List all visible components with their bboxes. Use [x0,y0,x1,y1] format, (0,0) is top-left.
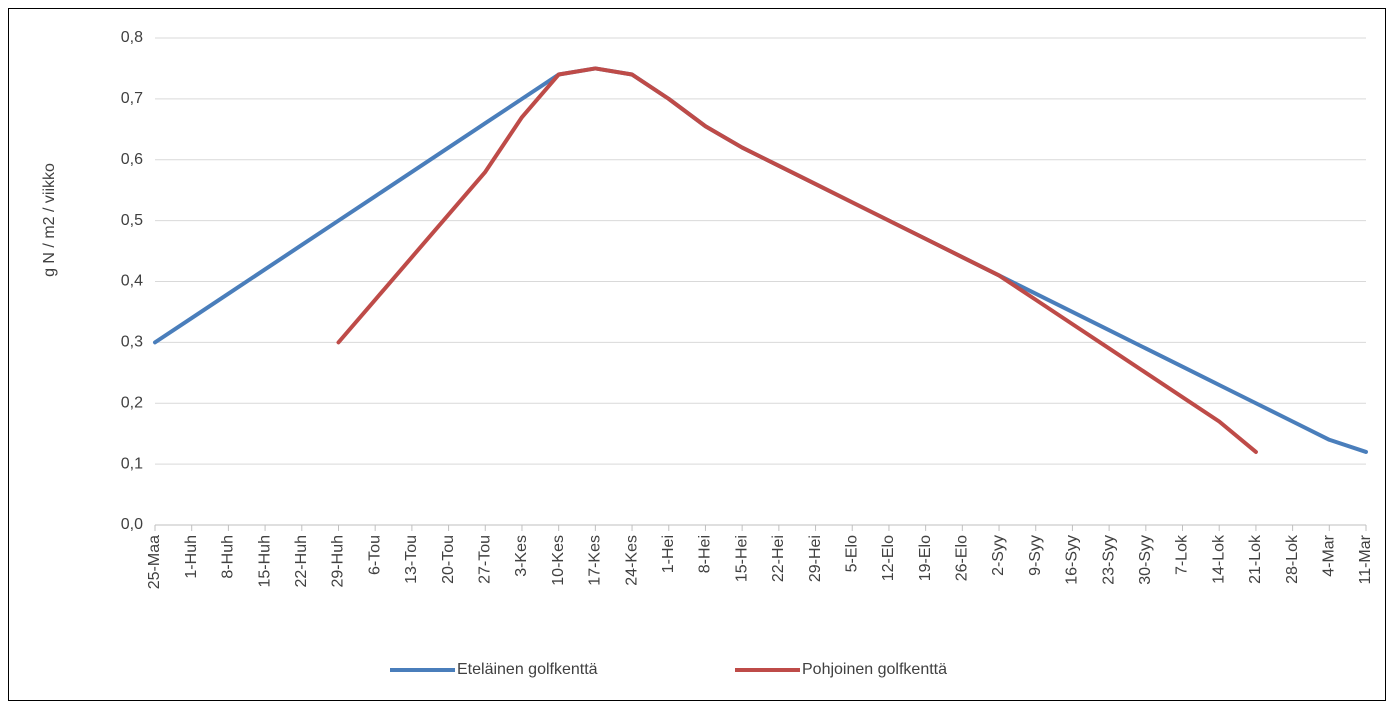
x-tick-label: 17-Kes [587,535,604,586]
legend-label: Eteläinen golfkenttä [457,661,598,678]
x-tick-label: 29-Hei [807,535,824,582]
y-tick-label: 0,4 [121,273,143,290]
y-tick-label: 0,6 [121,151,143,168]
x-tick-label: 28-Lok [1284,534,1301,584]
chart-frame [8,8,1386,701]
x-tick-label: 3-Kes [513,535,530,577]
x-tick-label: 22-Hei [770,535,787,582]
x-tick-label: 13-Tou [403,535,420,584]
x-tick-label: 23-Syy [1100,535,1117,585]
x-tick-label: 22-Huh [293,535,310,587]
x-tick-label: 19-Elo [917,535,934,581]
x-tick-label: 20-Tou [440,535,457,584]
x-tick-label: 15-Hei [733,535,750,582]
x-tick-label: 24-Kes [623,535,640,586]
x-tick-label: 8-Huh [220,535,237,579]
x-tick-label: 14-Lok [1210,534,1227,584]
series-line [336,66,1258,454]
x-tick-label: 5-Elo [843,535,860,572]
x-tick-label: 16-Syy [1064,535,1081,585]
x-tick-label: 11-Mar [1357,534,1374,584]
y-tick-label: 0,5 [121,212,143,229]
y-tick-label: 0,8 [121,29,143,46]
y-tick-label: 0,2 [121,394,143,411]
y-tick-label: 0,0 [121,516,143,533]
x-tick-label: 15-Huh [256,535,273,587]
legend-label: Pohjoinen golfkenttä [802,661,947,678]
x-tick-label: 8-Hei [697,535,714,573]
x-tick-label: 1-Huh [183,535,200,579]
x-tick-label: 7-Lok [1174,534,1191,575]
x-tick-label: 2-Syy [990,535,1007,576]
x-tick-label: 1-Hei [660,535,677,573]
x-tick-label: 10-Kes [550,535,567,586]
x-tick-label: 9-Syy [1027,535,1044,576]
x-tick-label: 4-Mar [1321,534,1338,576]
x-tick-label: 12-Elo [880,535,897,581]
y-tick-label: 0,7 [121,90,143,107]
x-tick-label: 6-Tou [366,535,383,575]
y-axis-title: g N / m2 / viikko [41,163,58,277]
x-tick-label: 21-Lok [1247,534,1264,584]
x-tick-label: 27-Tou [476,535,493,584]
x-tick-label: 25-Maa [146,535,163,589]
y-tick-label: 0,3 [121,334,143,351]
x-tick-label: 30-Syy [1137,535,1154,585]
x-tick-label: 29-Huh [330,535,347,587]
x-tick-label: 26-Elo [954,535,971,581]
y-tick-label: 0,1 [121,455,143,472]
